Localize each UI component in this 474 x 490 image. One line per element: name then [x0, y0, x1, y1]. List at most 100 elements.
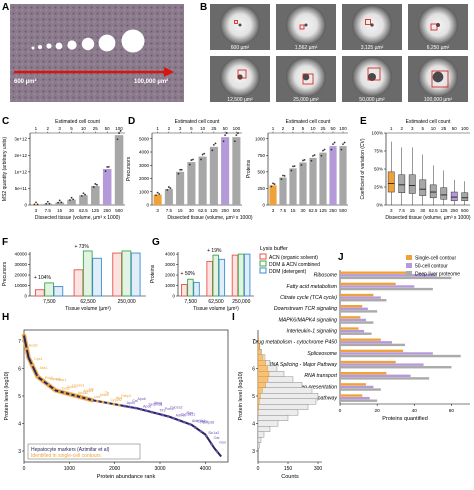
x-tick-label: 62,500 — [208, 299, 224, 305]
replicate-dot — [69, 199, 71, 201]
histogram-bin-identified — [258, 366, 268, 372]
gain-annotation: + 73% — [74, 244, 89, 250]
y-tick-label: 5e+11 — [15, 186, 28, 191]
pathway-bar-fifty — [340, 363, 424, 365]
gain-annotation: + 50% — [181, 271, 196, 277]
y-tick-label: 2e+12 — [14, 153, 27, 158]
replicate-dot — [304, 159, 306, 161]
y-tick-label: 30000 — [14, 262, 27, 267]
x-tick-label: 3 — [156, 208, 159, 213]
bar-combined — [213, 255, 219, 296]
y-tick-label: 2000 — [139, 176, 150, 181]
x-tick-label: 15 — [178, 208, 184, 213]
tile-hole — [239, 24, 242, 27]
box — [451, 192, 457, 201]
marker-point — [172, 417, 175, 420]
replicate-dot — [301, 164, 303, 166]
histogram-bin-all — [258, 421, 278, 427]
top-tick-label: 3 — [179, 126, 182, 131]
replicate-dot — [344, 142, 346, 144]
bar — [187, 162, 195, 205]
legend-label-combined: DDM & ACN combined — [269, 262, 320, 268]
marker-label: Glul — [219, 441, 226, 445]
pathway-bar-deep — [340, 299, 386, 301]
pathway-label: Spliceosome — [307, 351, 337, 357]
y-axis-label: Proteins — [150, 264, 156, 283]
pathway-bar-deep — [340, 344, 405, 346]
gain-annotation: + 104% — [34, 275, 52, 281]
replicate-dot — [166, 189, 168, 191]
bar-acn — [113, 253, 122, 296]
replicate-dot — [235, 134, 237, 136]
histogram-bin-identified — [258, 377, 268, 383]
marker-label: Entpd8 — [203, 420, 214, 424]
y-tick-label: 3000 — [165, 262, 176, 267]
pathway-bar-single — [340, 361, 396, 363]
marker-point — [200, 430, 203, 433]
replicate-dot — [312, 155, 314, 157]
replicate-dot — [37, 203, 39, 205]
y-tick-label: 25% — [374, 185, 383, 190]
histogram-bin-identified — [258, 349, 260, 355]
top-tick-label: 50 — [105, 126, 111, 131]
pathway-bar-deep — [340, 400, 377, 402]
histogram-bin-all — [258, 426, 270, 432]
x-tick-label: 0 — [23, 466, 26, 472]
tissue-image — [10, 4, 184, 102]
y-axis-label: MS2 quantity (arbitrary units) — [2, 137, 8, 202]
bar — [210, 147, 218, 205]
replicate-dot — [47, 201, 49, 203]
top-tick-label: 50 — [452, 126, 458, 131]
bar — [309, 158, 316, 205]
y-tick-label: 7 — [18, 339, 21, 345]
replicate-dot — [224, 134, 226, 136]
tile-label: 50,000 µm² — [359, 97, 385, 103]
y-axis-label: Precursors — [126, 156, 132, 181]
replicate-dot — [213, 144, 215, 146]
x-tick-label: 62.5 — [198, 208, 207, 213]
marker-point — [145, 409, 148, 412]
x-tick-label: 125 — [210, 208, 218, 213]
x-tick-label: 250 — [221, 208, 229, 213]
top-axis-label: Estimated cell count — [286, 119, 331, 125]
x-tick-label: 4000 — [200, 466, 211, 472]
marker-point — [107, 402, 110, 405]
pathway-label: MAPK6/MAPK4 signaling — [278, 317, 337, 323]
top-tick-label: 2 — [47, 126, 50, 131]
bar — [221, 137, 229, 205]
replicate-dot — [272, 182, 274, 184]
marker-label: Ahsg — [154, 401, 162, 405]
panel-letter-i: I — [232, 312, 235, 323]
bar — [79, 195, 88, 205]
bar — [176, 172, 184, 205]
replicate-dot — [106, 166, 108, 168]
replicate-dot — [281, 178, 283, 180]
top-tick-label: 25 — [441, 126, 447, 131]
replicate-dot — [331, 149, 333, 151]
bar-combined — [83, 251, 92, 296]
replicate-dot — [321, 155, 323, 157]
replicate-dot — [190, 159, 192, 161]
top-tick-label: 3 — [58, 126, 61, 131]
y-tick-label: 0% — [376, 203, 383, 208]
x-tick-label: 250,000 — [118, 299, 136, 305]
x-tick-label: 30 — [300, 208, 306, 213]
top-axis-label: Estimated cell count — [406, 119, 451, 125]
tile-hole — [303, 74, 310, 81]
x-axis-label: Proteins quantified — [382, 416, 428, 422]
marker-point — [140, 408, 143, 411]
y-tick-label: 4000 — [139, 150, 150, 155]
chart-d-proteins: 02505007501000317.5215330562.51012525250… — [246, 119, 348, 213]
pathway-label: Citrate cycle (TCA cycle) — [280, 295, 337, 301]
replicate-dot — [284, 175, 286, 177]
x-tick-label: 15 — [410, 208, 416, 213]
marker-point — [85, 397, 88, 400]
y-tick-label: 0 — [146, 203, 149, 208]
x-tick-label: 3000 — [154, 466, 165, 472]
replicate-dot — [96, 184, 98, 186]
bar-ddm — [219, 259, 225, 296]
pathway-label: Interleukin-1 signaling — [287, 329, 338, 335]
gain-annotation: + 19% — [207, 248, 222, 254]
